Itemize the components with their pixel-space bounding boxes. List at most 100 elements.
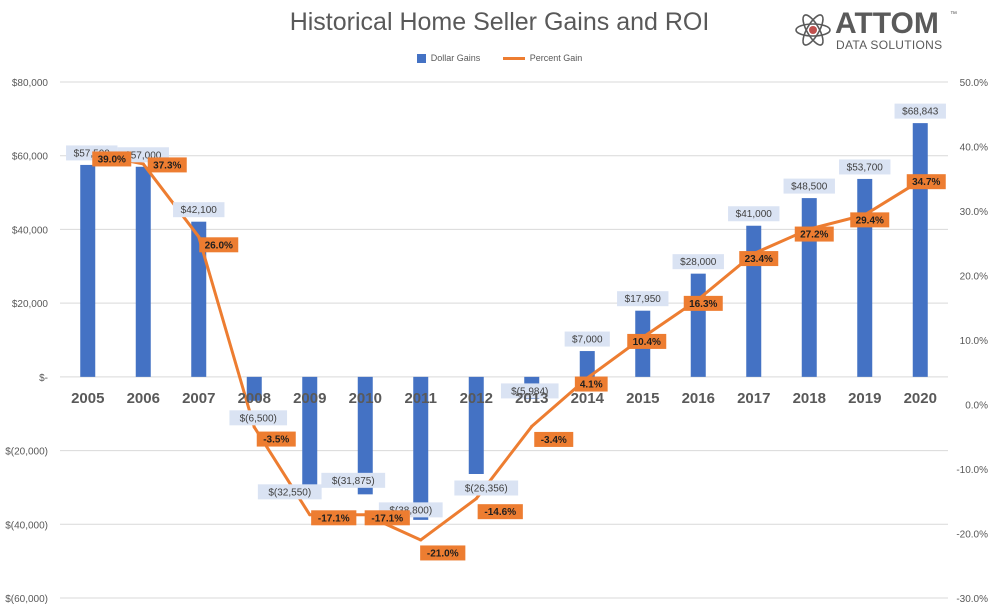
- percent-data-label: 39.0%: [98, 154, 126, 165]
- legend-label-percent-gain: Percent Gain: [529, 52, 583, 63]
- line-point: [252, 425, 256, 429]
- y-left-tick-label: $(40,000): [5, 520, 48, 531]
- percent-data-label-box: [739, 251, 779, 267]
- dollar-data-label: $48,500: [791, 182, 828, 193]
- dollar-data-label-box: [564, 331, 610, 347]
- dollar-data-label-box: [617, 291, 669, 307]
- y-right-tick-label: 10.0%: [960, 336, 988, 347]
- percent-data-label-box: [627, 333, 667, 349]
- line-point: [308, 513, 312, 517]
- dollar-data-label: $7,000: [572, 335, 603, 346]
- x-tick-label: 2010: [349, 390, 382, 407]
- x-tick-label: 2016: [682, 390, 715, 407]
- dollar-data-label: $(32,550): [268, 487, 311, 498]
- logo-tagline: DATA SOLUTIONS: [836, 38, 943, 52]
- y-right-tick-label: -10.0%: [956, 465, 988, 476]
- dollar-data-label: $(38,800): [389, 505, 432, 516]
- percent-gain-line: [87, 151, 922, 542]
- dollar-data-label: $28,000: [680, 257, 717, 268]
- y-left-tick-label: $40,000: [12, 225, 49, 236]
- dollar-data-label: $57,000: [125, 150, 162, 161]
- x-tick-label: 2008: [238, 390, 271, 407]
- y-left-tick-label: $-: [39, 373, 48, 384]
- legend-swatch-line: [502, 56, 525, 60]
- percent-data-label: -17.1%: [318, 513, 350, 524]
- attom-logo: ATTOM ™ DATA SOLUTIONS: [793, 7, 963, 56]
- bar: [413, 376, 429, 520]
- percent-data-label-box: [850, 212, 890, 228]
- percent-data-label-box: [477, 504, 523, 520]
- dollar-data-label-box: [229, 410, 288, 426]
- dollar-data-label-box: [728, 206, 780, 222]
- percent-data-label: 10.4%: [633, 337, 661, 348]
- bar: [357, 376, 373, 495]
- percent-data-label: 34.7%: [912, 177, 940, 188]
- y-right-tick-label: 30.0%: [960, 207, 988, 218]
- percent-data-label-box: [311, 510, 357, 526]
- dollar-data-label-box: [321, 472, 386, 488]
- bar: [191, 221, 207, 377]
- atom-icon: [795, 14, 831, 46]
- y-left-tick-label: $60,000: [12, 152, 49, 163]
- dollar-data-label-box: [173, 202, 225, 218]
- dollar-data-label: $(26,356): [465, 483, 508, 494]
- y-left-tick-label: $20,000: [12, 299, 49, 310]
- percent-data-label: -3.5%: [263, 435, 289, 446]
- bar: [801, 198, 817, 377]
- y-right-tick-label: 20.0%: [960, 272, 988, 283]
- y-right-tick-label: 0.0%: [965, 401, 988, 412]
- x-tick-label: 2014: [571, 390, 605, 407]
- legend-label-dollar-gains: Dollar Gains: [430, 52, 481, 63]
- y-left-tick-label: $(60,000): [5, 594, 48, 605]
- bar: [246, 376, 262, 401]
- data-labels: $57,500 $57,000 $42,100 $(6,500) $(32,550) $(…: [66, 103, 946, 561]
- dollar-data-label: $42,100: [181, 205, 218, 216]
- percent-data-label: 27.2%: [800, 230, 828, 241]
- bar: [746, 225, 762, 377]
- percent-data-label-box: [534, 431, 574, 447]
- dollar-data-label: $57,500: [74, 148, 111, 159]
- dollar-data-label: $53,700: [847, 162, 884, 173]
- legend: Dollar Gains Percent Gain: [0, 52, 999, 63]
- y-left-tick-label: $(20,000): [5, 447, 48, 458]
- percent-data-label-box: [794, 226, 834, 242]
- percent-data-label: -17.1%: [371, 513, 403, 524]
- x-tick-label: 2019: [848, 390, 881, 407]
- bar: [80, 164, 96, 377]
- percent-data-label: 23.4%: [745, 254, 773, 265]
- dollar-data-label-box: [894, 103, 946, 119]
- line-point: [530, 424, 534, 428]
- dollar-data-label: $(6,500): [240, 413, 277, 424]
- bar: [135, 166, 151, 377]
- percent-data-label-box: [574, 376, 608, 392]
- x-tick-label: 2009: [293, 390, 326, 407]
- x-tick-label: 2017: [737, 390, 770, 407]
- bar: [579, 351, 595, 377]
- y-right-tick-label: 40.0%: [960, 143, 988, 154]
- legend-item-dollar-gains: Dollar Gains: [416, 52, 481, 63]
- percent-data-label: 26.0%: [205, 240, 233, 251]
- x-tick-label: 2007: [182, 390, 215, 407]
- percent-data-label-box: [92, 151, 132, 167]
- line-point: [141, 162, 145, 166]
- bar: [857, 178, 873, 377]
- percent-data-label-box: [420, 545, 466, 561]
- x-tick-label: 2020: [904, 390, 937, 407]
- x-tick-label: 2006: [127, 390, 160, 407]
- line-point: [474, 497, 478, 501]
- percent-data-label: -3.4%: [541, 435, 567, 446]
- percent-data-label-box: [199, 237, 239, 253]
- x-tick-label: 2005: [71, 390, 104, 407]
- x-tick-label: 2012: [460, 390, 493, 407]
- percent-data-label: 29.4%: [856, 215, 884, 226]
- dollar-data-label-box: [783, 178, 835, 194]
- percent-data-label-box: [256, 431, 296, 447]
- dollar-data-label: $17,950: [625, 294, 662, 305]
- y-right-tick-label: 50.0%: [960, 78, 988, 89]
- bar: [302, 376, 318, 497]
- percent-data-label-box: [147, 157, 187, 173]
- dollar-data-label-box: [257, 484, 322, 500]
- percent-data-label: 4.1%: [580, 380, 603, 391]
- logo-wordmark: ATTOM: [835, 7, 939, 40]
- dollar-data-label-box: [839, 159, 891, 175]
